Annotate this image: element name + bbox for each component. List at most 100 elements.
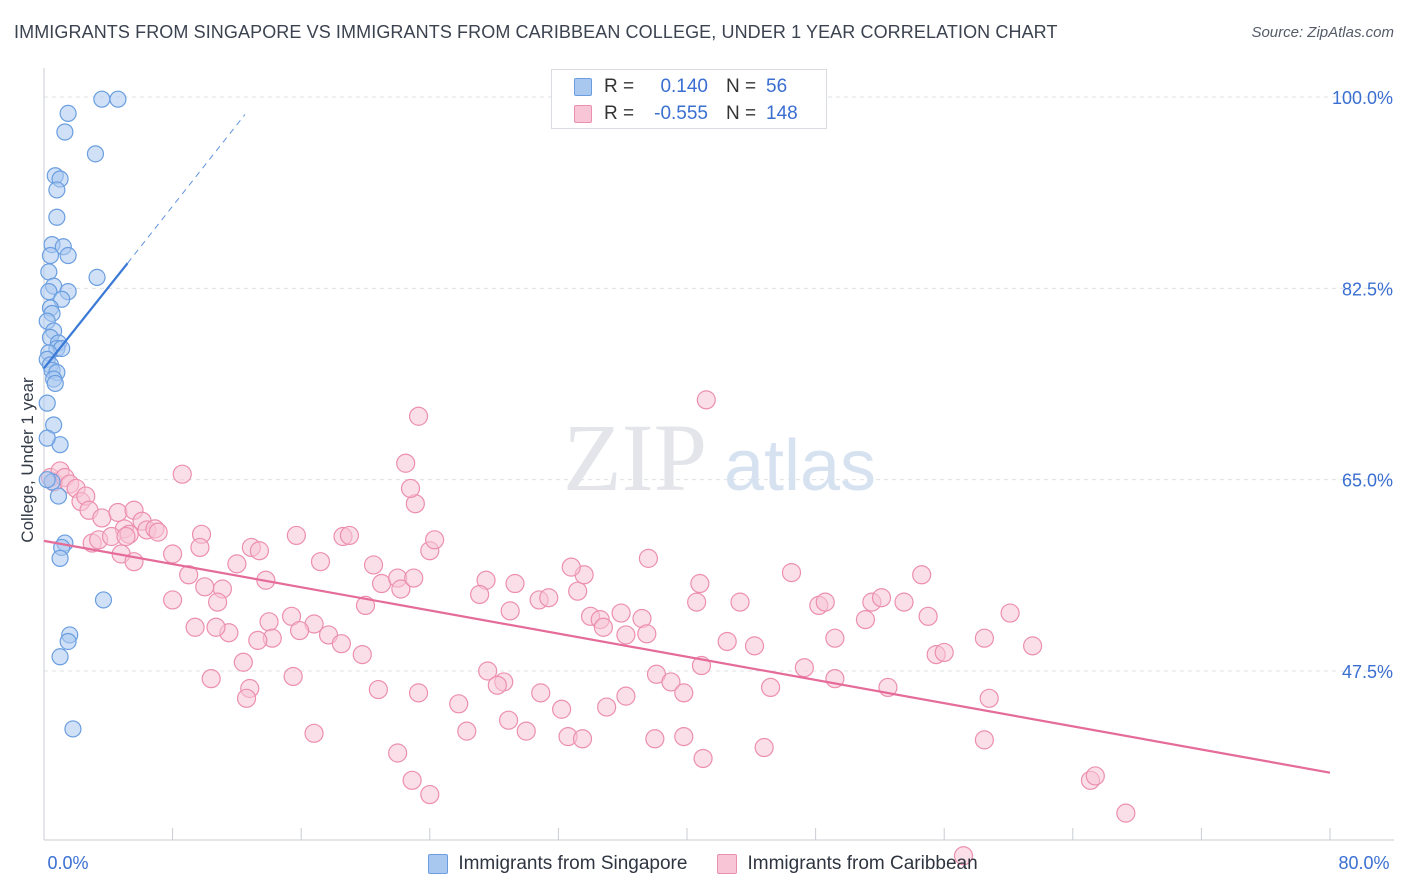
caribbean-point <box>637 624 657 644</box>
trend-lines <box>43 114 1331 774</box>
caribbean-point <box>108 502 128 523</box>
caribbean-point <box>516 721 536 741</box>
singapore-point <box>94 591 113 609</box>
caribbean-point <box>388 743 408 763</box>
legend-swatch-singapore <box>428 854 449 874</box>
caribbean-point <box>500 601 520 621</box>
singapore-point <box>53 290 71 308</box>
singapore-trend-extension <box>127 114 246 264</box>
caribbean-point <box>402 770 422 790</box>
caribbean-point <box>236 688 257 708</box>
singapore-point <box>59 246 77 265</box>
legend-r-value: 0.140 <box>660 76 708 97</box>
caribbean-point <box>248 630 268 650</box>
caribbean-point <box>918 606 938 626</box>
caribbean-point <box>781 562 802 583</box>
caribbean-point <box>396 453 416 473</box>
caribbean-point <box>754 737 774 758</box>
y-tick-label: 100.0% <box>1332 88 1393 108</box>
singapore-point <box>51 648 69 666</box>
legend-swatch-singapore <box>574 78 592 96</box>
caribbean-point <box>794 658 814 678</box>
caribbean-point <box>1116 803 1136 823</box>
caribbean-point <box>561 557 581 577</box>
caribbean-point <box>355 595 376 616</box>
caribbean-point <box>1023 636 1043 656</box>
legend-label-singapore: Immigrants from Singapore <box>458 853 688 874</box>
legend-n-value: 56 <box>766 76 788 97</box>
singapore-point <box>48 181 66 199</box>
legend-label-caribbean: Immigrants from Caribbean <box>747 853 978 874</box>
caribbean-point <box>470 584 490 605</box>
caribbean-point <box>449 694 469 714</box>
caribbean-point <box>505 573 525 594</box>
caribbean-point <box>92 508 112 528</box>
caribbean-point <box>457 721 477 741</box>
caribbean-point <box>352 644 372 665</box>
singapore-points <box>38 90 127 738</box>
caribbean-point <box>616 625 636 645</box>
caribbean-point <box>638 548 659 568</box>
caribbean-point <box>674 683 694 703</box>
caribbean-point <box>185 617 205 637</box>
legend-n-label: N = <box>726 76 757 97</box>
caribbean-point <box>572 729 593 749</box>
caribbean-trend-line <box>43 539 1331 774</box>
singapore-point <box>59 104 77 123</box>
tick-labels: 47.5% 65.0% 82.5% 100.0% 0.0% 80.0% <box>47 88 1393 873</box>
y-axis-label: College, Under 1 year <box>18 377 37 543</box>
caribbean-point <box>597 697 617 717</box>
caribbean-point <box>163 590 183 610</box>
caribbean-point <box>696 390 716 410</box>
caribbean-point <box>855 610 876 630</box>
grid-lines <box>44 96 1394 672</box>
caribbean-point <box>744 636 765 656</box>
legend-n-value: 148 <box>766 103 798 124</box>
caribbean-point <box>249 541 270 561</box>
caribbean-point <box>206 617 226 637</box>
caribbean-point <box>894 592 914 612</box>
caribbean-point <box>979 688 999 708</box>
x-tick-label: 0.0% <box>47 853 88 873</box>
caribbean-point <box>1085 766 1105 786</box>
caribbean-point <box>208 592 228 612</box>
legend-row-caribbean: R = -0.555 N = 148 <box>574 102 806 126</box>
caribbean-point <box>304 723 324 743</box>
caribbean-point <box>974 628 994 648</box>
source-credit: Source: ZipAtlas.com <box>1251 24 1394 41</box>
chart-title: IMMIGRANTS FROM SINGAPORE VS IMMIGRANTS … <box>14 22 1058 42</box>
caribbean-point <box>690 573 710 594</box>
singapore-point <box>41 246 60 265</box>
caribbean-point <box>404 568 424 588</box>
caribbean-point <box>674 726 694 747</box>
caribbean-point <box>283 666 303 687</box>
caribbean-point <box>408 683 429 703</box>
caribbean-point <box>661 672 681 692</box>
caribbean-point <box>687 592 707 612</box>
caribbean-point <box>368 679 388 700</box>
legend-row-singapore: R = 0.140 N = 56 <box>574 75 806 99</box>
legend-item-singapore[interactable]: Immigrants from Singapore <box>428 853 687 875</box>
y-tick-label: 47.5% <box>1342 662 1393 682</box>
singapore-point <box>48 208 66 226</box>
caribbean-point <box>201 669 221 689</box>
singapore-point <box>59 632 77 651</box>
caribbean-point <box>391 579 411 599</box>
singapore-point <box>93 90 111 108</box>
legend-r-value: -0.555 <box>654 103 708 124</box>
singapore-point <box>109 90 127 108</box>
legend-swatch-caribbean <box>717 854 738 874</box>
caribbean-point <box>730 592 750 612</box>
caribbean-point <box>825 628 845 648</box>
y-tick-label: 65.0% <box>1342 471 1393 491</box>
caribbean-point <box>717 631 737 652</box>
caribbean-point <box>616 686 636 706</box>
singapore-point <box>49 487 68 505</box>
series-legend: Immigrants from Singapore Immigrants fro… <box>0 851 1406 877</box>
singapore-point <box>56 123 74 141</box>
legend-item-caribbean[interactable]: Immigrants from Caribbean <box>717 853 978 875</box>
singapore-point <box>38 471 56 489</box>
caribbean-point <box>934 642 954 663</box>
caribbean-point <box>233 652 253 672</box>
caribbean-point <box>331 634 351 654</box>
